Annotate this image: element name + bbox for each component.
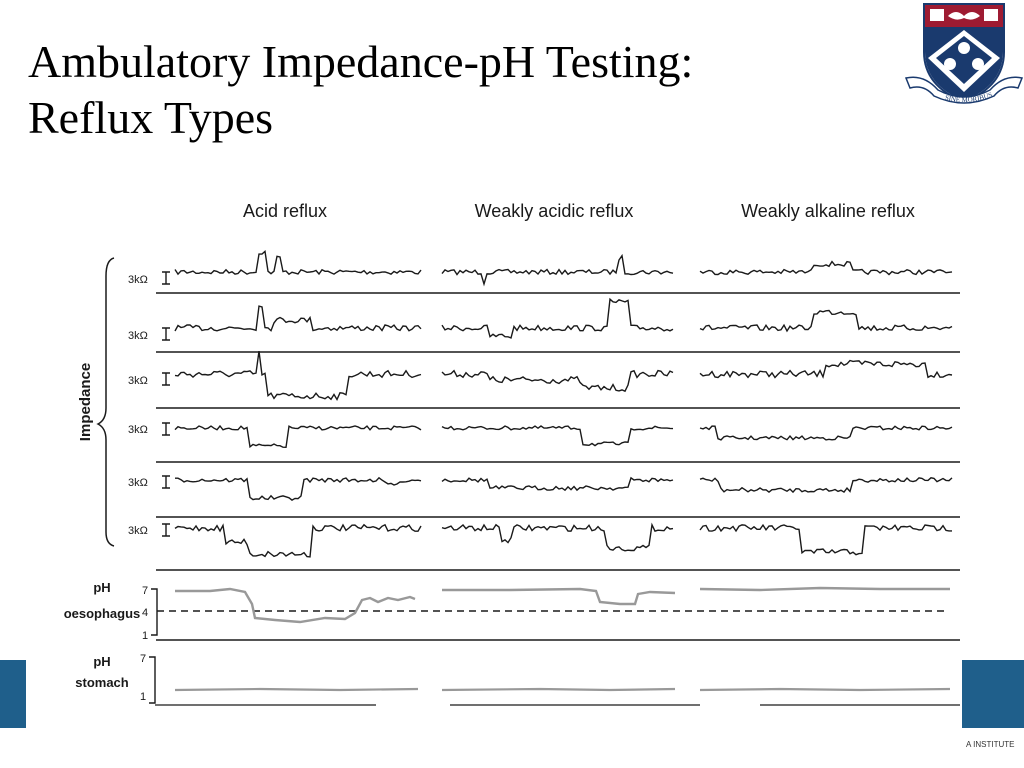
- title-line-2: Reflux Types: [28, 92, 274, 143]
- impedance-trace-channel-1-col-1: [174, 250, 422, 276]
- impedance-trace-channel-2-col-2: [441, 297, 674, 339]
- ph-stomach-trace-weakly-acidic: [441, 687, 676, 692]
- impedance-trace-channel-1-col-2: [441, 253, 674, 287]
- impedance-trace-channel-5-col-2: [441, 476, 674, 492]
- scale-bar-3: [162, 372, 170, 386]
- impedance-trace-channel-1-col-3: [699, 260, 953, 276]
- impedance-bracket: [96, 257, 115, 547]
- impedance-channel-scale-labels: 3kΩ 3kΩ 3kΩ 3kΩ 3kΩ 3kΩ: [128, 274, 148, 537]
- ph-oesophagus-tick-7: 7: [142, 585, 148, 597]
- ph-oesophagus-label-line1: pH: [93, 580, 110, 595]
- impedance-trace-channel-6-col-1: [174, 523, 422, 558]
- ph-stomach-traces: [174, 687, 951, 692]
- crest-logo: SINE MORIBUS: [904, 3, 1024, 104]
- column-heading-acid-reflux: Acid reflux: [243, 201, 327, 221]
- ph-oesophagus-label-line2: oesophagus: [64, 606, 141, 621]
- ph-stomach-trace-acid: [174, 687, 419, 692]
- scale-bar-4: [162, 422, 170, 436]
- impedance-label: Impedance: [77, 363, 94, 441]
- accent-bar-right: [962, 660, 1024, 728]
- scale-label-channel-1: 3kΩ: [128, 274, 148, 286]
- impedance-trace-channel-4-col-1: [174, 424, 422, 449]
- scale-label-channel-4: 3kΩ: [128, 424, 148, 436]
- impedance-trace-channel-4-col-2: [441, 425, 674, 447]
- scale-label-channel-3: 3kΩ: [128, 375, 148, 387]
- ph-oesophagus-axis: [151, 588, 158, 636]
- impedance-trace-channel-2-col-3: [699, 309, 953, 333]
- impedance-trace-channel-3-col-2: [441, 369, 674, 393]
- ph-stomach-tick-1: 1: [140, 691, 146, 703]
- impedance-scale-bars: [162, 271, 170, 537]
- impedance-trace-channel-3-col-3: [699, 359, 953, 379]
- footer-institute-text: A INSTITUTE: [966, 740, 1015, 749]
- impedance-trace-channel-6-col-3: [699, 523, 952, 556]
- title-line-1: Ambulatory Impedance-pH Testing:: [28, 36, 694, 87]
- impedance-trace-channel-2-col-1: [174, 305, 422, 332]
- impedance-trace-channel-4-col-3: [699, 425, 953, 441]
- ph-oesophagus-traces: [175, 586, 950, 624]
- ph-oesophagus-tick-4: 4: [142, 607, 148, 619]
- channel-separators: [156, 292, 960, 641]
- scale-bar-2: [162, 327, 170, 341]
- scale-bar-6: [162, 523, 170, 537]
- impedance-trace-channel-5-col-3: [699, 477, 953, 494]
- ph-stomach-label-line1: pH: [93, 654, 110, 669]
- scale-bar-1: [162, 271, 170, 285]
- scale-label-channel-5: 3kΩ: [128, 477, 148, 489]
- scale-label-channel-6: 3kΩ: [128, 525, 148, 537]
- ph-stomach-label-line2: stomach: [75, 675, 129, 690]
- accent-bar-left: [0, 660, 26, 728]
- ph-stomach-tick-7: 7: [140, 653, 146, 665]
- ph-stomach-axis: [149, 656, 156, 704]
- impedance-trace-channel-6-col-2: [441, 522, 674, 552]
- ph-stomach-trace-weakly-alkaline: [699, 687, 951, 692]
- impedance-trace-channel-3-col-1: [174, 351, 422, 402]
- impedance-traces: [174, 250, 953, 558]
- scale-bar-5: [162, 475, 170, 489]
- column-heading-weakly-alkaline-reflux: Weakly alkaline reflux: [741, 201, 915, 221]
- ph-oesophagus-tick-1: 1: [142, 630, 148, 642]
- ph-oesophagus-trace-weakly-alkaline: [699, 586, 950, 592]
- scale-label-channel-2: 3kΩ: [128, 330, 148, 342]
- column-heading-weakly-acidic-reflux: Weakly acidic reflux: [475, 201, 634, 221]
- ph-oesophagus-trace-weakly-acidic: [442, 587, 676, 606]
- slide-title: Ambulatory Impedance-pH Testing: Reflux T…: [28, 34, 693, 146]
- ph-oesophagus-trace-acid: [175, 587, 416, 624]
- reflux-traces-figure: Acid reflux Weakly acidic reflux Weakly …: [60, 188, 960, 712]
- impedance-trace-channel-5-col-1: [175, 476, 422, 501]
